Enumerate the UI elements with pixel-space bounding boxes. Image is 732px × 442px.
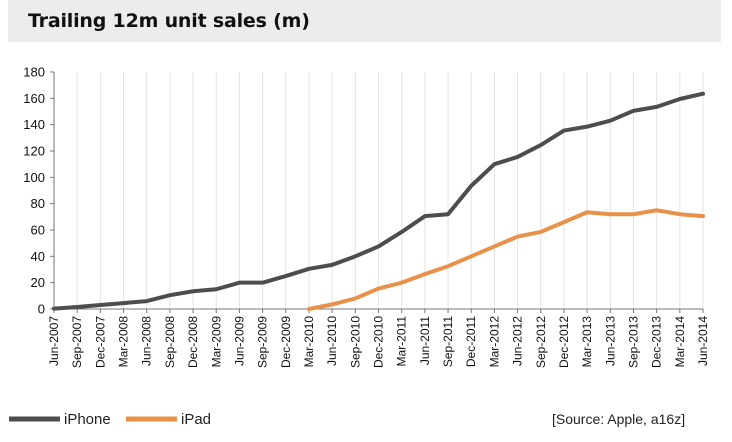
x-tick-label: Dec-2009	[279, 316, 293, 368]
x-tick-label: Sep-2013	[626, 316, 640, 368]
y-tick-label: 140	[23, 117, 45, 132]
x-tick-label: Jun-2011	[418, 316, 432, 365]
y-tick-label: 20	[31, 275, 45, 290]
grid-lines	[53, 72, 704, 309]
x-tick-label: Sep-2007	[70, 316, 84, 368]
x-tick-label: Jun-2009	[232, 316, 246, 366]
x-tick-label: Dec-2010	[372, 316, 386, 368]
x-tick-label: Mar-2014	[673, 316, 687, 368]
y-tick-labels: 0 20 40 60 80 100 120 140 160 180	[23, 65, 54, 317]
x-tick-label: Jun-2013	[603, 316, 617, 366]
x-tick-label: Sep-2011	[441, 316, 455, 367]
x-tick-label: Mar-2011	[395, 316, 409, 367]
chart-title: Trailing 12m unit sales (m)	[28, 10, 310, 32]
x-tick-label: Dec-2011	[464, 316, 478, 367]
x-tick-label: Jun-2010	[325, 316, 339, 366]
x-tick-label: Mar-2008	[117, 316, 131, 368]
y-tick-label: 80	[31, 196, 45, 211]
y-tick-label: 40	[31, 249, 45, 264]
x-tick-label: Dec-2012	[557, 316, 571, 368]
x-tick-label: Mar-2009	[209, 316, 223, 368]
y-tick-label: 120	[23, 144, 45, 159]
x-tick-label: Sep-2008	[163, 316, 177, 368]
x-tick-label: Sep-2010	[348, 316, 362, 368]
x-tick-label: Jun-2012	[511, 316, 525, 366]
x-tick-labels: Jun-2007 Sep-2007 Dec-2007 Mar-2008 Jun-2008…	[47, 309, 710, 368]
series-line-iphone	[52, 91, 705, 311]
x-tick-label: Sep-2012	[534, 316, 548, 368]
x-tick-label: Jun-2008	[140, 316, 154, 366]
y-tick-label: 0	[38, 302, 45, 317]
x-tick-label: Jun-2007	[47, 316, 61, 366]
x-tick-label: Mar-2010	[302, 316, 316, 368]
x-tick-label: Mar-2013	[580, 316, 594, 368]
source-note: [Source: Apple, a16z]	[552, 411, 685, 427]
y-tick-label: 100	[23, 170, 45, 185]
x-tick-label: Sep-2009	[256, 316, 270, 368]
legend-label-iphone: iPhone	[64, 411, 111, 428]
x-tick-label: Jun-2014	[696, 316, 710, 366]
y-tick-label: 60	[31, 223, 45, 238]
x-tick-label: Mar-2012	[487, 316, 501, 368]
title-bar: Trailing 12m unit sales (m)	[8, 0, 721, 42]
series-lines	[52, 91, 705, 311]
series-line-ipad	[306, 208, 705, 311]
x-tick-label: Dec-2007	[93, 316, 107, 368]
y-tick-label: 160	[23, 91, 45, 106]
legend: iPhone iPad	[9, 411, 211, 428]
y-tick-label: 180	[23, 65, 45, 80]
x-tick-label: Dec-2008	[186, 316, 200, 368]
legend-label-ipad: iPad	[181, 411, 211, 428]
x-tick-label: Dec-2013	[650, 316, 664, 368]
